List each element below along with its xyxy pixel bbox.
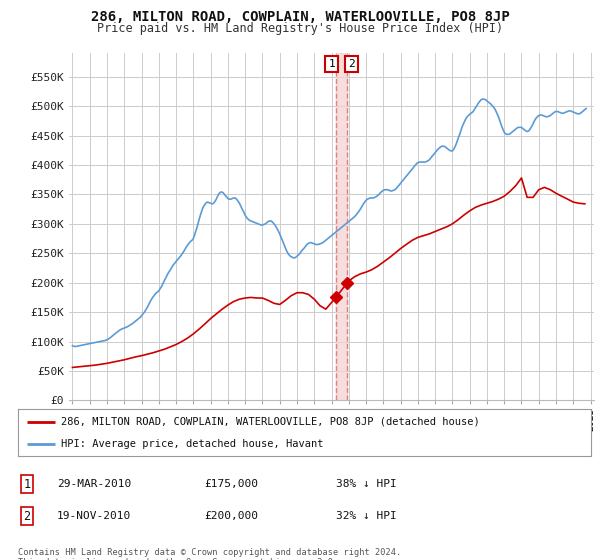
Bar (336, 53, 347, 400)
Text: 1: 1 (23, 478, 31, 491)
Text: Price paid vs. HM Land Registry's House Price Index (HPI): Price paid vs. HM Land Registry's House … (97, 22, 503, 35)
Text: 29-MAR-2010: 29-MAR-2010 (57, 479, 131, 489)
Text: Contains HM Land Registry data © Crown copyright and database right 2024.
This d: Contains HM Land Registry data © Crown c… (18, 548, 401, 560)
Text: 2: 2 (23, 510, 31, 523)
Text: 1: 1 (328, 59, 335, 69)
Text: 19-NOV-2010: 19-NOV-2010 (57, 511, 131, 521)
Text: 38% ↓ HPI: 38% ↓ HPI (336, 479, 397, 489)
Text: 32% ↓ HPI: 32% ↓ HPI (336, 511, 397, 521)
Text: 286, MILTON ROAD, COWPLAIN, WATERLOOVILLE, PO8 8JP: 286, MILTON ROAD, COWPLAIN, WATERLOOVILL… (91, 10, 509, 24)
Text: £175,000: £175,000 (204, 479, 258, 489)
Text: £200,000: £200,000 (204, 511, 258, 521)
Text: 286, MILTON ROAD, COWPLAIN, WATERLOOVILLE, PO8 8JP (detached house): 286, MILTON ROAD, COWPLAIN, WATERLOOVILL… (61, 417, 480, 427)
Text: 2: 2 (348, 59, 355, 69)
Text: HPI: Average price, detached house, Havant: HPI: Average price, detached house, Hava… (61, 438, 323, 449)
